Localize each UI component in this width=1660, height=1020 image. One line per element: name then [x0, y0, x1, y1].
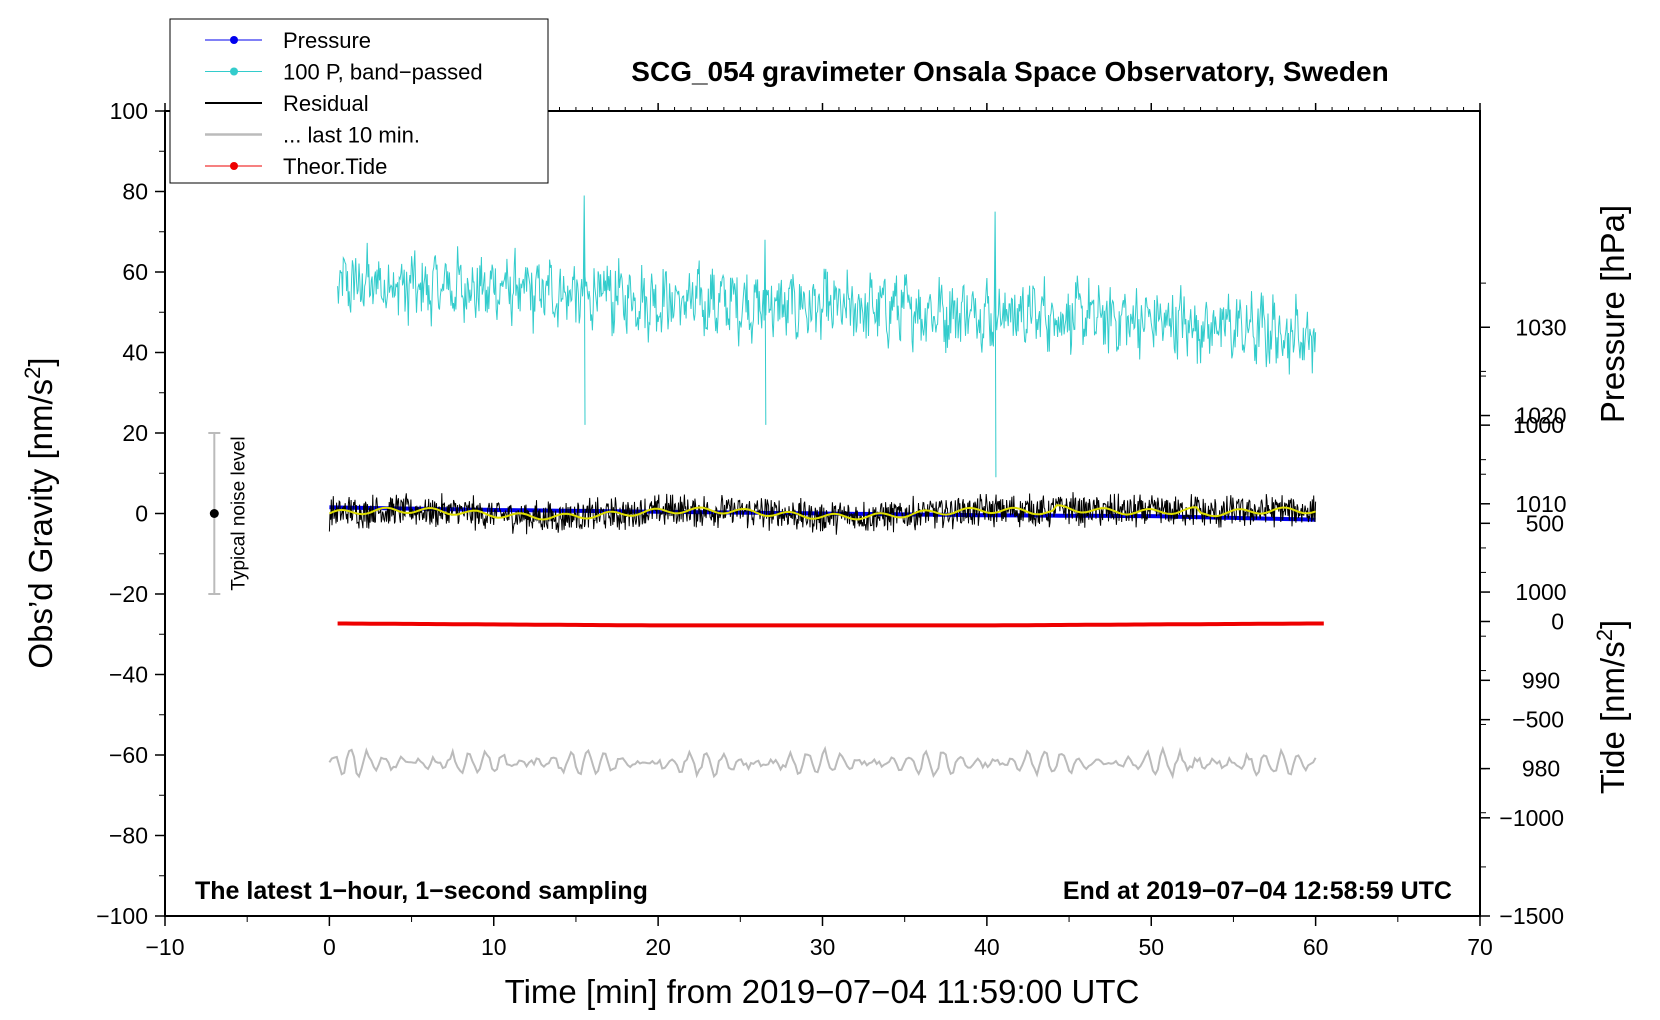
legend-marker — [230, 36, 238, 44]
noise-level-bar: Typical noise level — [208, 432, 249, 595]
pressure-tick-label: 980 — [1522, 756, 1560, 782]
chart-title: SCG_054 gravimeter Onsala Space Observat… — [631, 56, 1388, 87]
x-tick-label: 70 — [1467, 934, 1493, 960]
pressure-tick-label: 1000 — [1515, 579, 1566, 605]
x-axis-label: Time [min] from 2019−07−04 11:59:00 UTC — [505, 973, 1140, 1010]
legend-marker — [230, 162, 238, 170]
legend-label: ... last 10 min. — [283, 123, 420, 148]
y-tick-label: 60 — [122, 259, 148, 285]
y-axis-ticks: 100 80 60 40 20 0 −20 −40 −60 −80 −100 — [96, 98, 165, 929]
y-tick-label: 0 — [135, 501, 148, 527]
annotation-end-time: End at 2019−07−04 12:58:59 UTC — [1063, 877, 1452, 905]
legend: Pressure 100 P, band−passed Residual ... la… — [169, 18, 549, 184]
legend-entry: Residual — [205, 91, 369, 116]
annotation-sampling: The latest 1−hour, 1−second sampling — [195, 877, 648, 905]
y-tick-label: 100 — [110, 98, 148, 124]
tide-tick-label: −500 — [1512, 707, 1564, 733]
x-tick-label: 20 — [645, 934, 671, 960]
series-group — [328, 195, 1324, 780]
x-tick-label: 10 — [481, 934, 507, 960]
x-axis-ticks: −10 0 10 20 30 40 50 60 70 — [145, 103, 1493, 960]
series-residual — [328, 492, 1317, 535]
legend-entry: Pressure — [205, 28, 371, 53]
pressure-tick-label: 1010 — [1515, 491, 1566, 517]
y-tick-label: −60 — [109, 742, 148, 768]
tide-tick-label: 500 — [1526, 510, 1564, 536]
x-tick-label: 0 — [323, 934, 336, 960]
series-bandpassed-pressure — [337, 195, 1317, 478]
x-tick-label: 60 — [1303, 934, 1329, 960]
x-tick-label: 40 — [974, 934, 1000, 960]
y-axis-label-left: Obs’d Gravity [nm/s2] — [20, 357, 59, 668]
tide-tick-label: 1000 — [1513, 412, 1564, 438]
legend-box — [169, 18, 549, 184]
tide-tick-label: −1000 — [1499, 805, 1564, 831]
y-tick-label: 80 — [122, 179, 148, 205]
y-tick-label: −20 — [109, 581, 148, 607]
legend-entry: 100 P, band−passed — [205, 60, 483, 85]
y-axis-label-pressure: Pressure [hPa] — [1594, 205, 1631, 423]
x-tick-label: 30 — [810, 934, 836, 960]
tide-tick-label: −1500 — [1499, 903, 1564, 929]
y-tick-label: −100 — [96, 903, 148, 929]
y-tick-label: 20 — [122, 420, 148, 446]
noise-bar-center — [209, 509, 219, 518]
noise-bar-label: Typical noise level — [228, 436, 249, 590]
legend-entry: ... last 10 min. — [205, 123, 420, 148]
y-axis-label-tide: Tide [nm/s2] — [1592, 620, 1631, 794]
tide-tick-label: 0 — [1551, 608, 1564, 634]
pressure-tick-label: 990 — [1522, 667, 1560, 693]
tide-axis-ticks: 1000 500 0 −500 −1000 −1500 — [1480, 375, 1564, 929]
x-tick-label: −10 — [145, 934, 184, 960]
series-residual-smoothed — [328, 504, 1316, 521]
legend-label: Pressure — [283, 28, 371, 53]
pressure-tick-label: 1030 — [1515, 314, 1566, 340]
legend-marker — [230, 67, 238, 76]
pressure-axis-ticks: 1030 1020 1010 1000 990 980 — [1480, 282, 1567, 814]
legend-label: 100 P, band−passed — [283, 60, 483, 85]
y-tick-label: 40 — [122, 340, 148, 366]
y-tick-label: −80 — [109, 823, 148, 849]
pressure-tick-label: 1020 — [1515, 403, 1566, 429]
legend-entry: Theor.Tide — [205, 154, 387, 179]
series-theoretical-tide — [337, 621, 1324, 628]
legend-label: Theor.Tide — [283, 154, 387, 179]
x-tick-label: 50 — [1138, 934, 1164, 960]
legend-label: Residual — [283, 91, 369, 116]
y-tick-label: −40 — [109, 662, 148, 688]
series-last-10-min — [328, 745, 1317, 780]
